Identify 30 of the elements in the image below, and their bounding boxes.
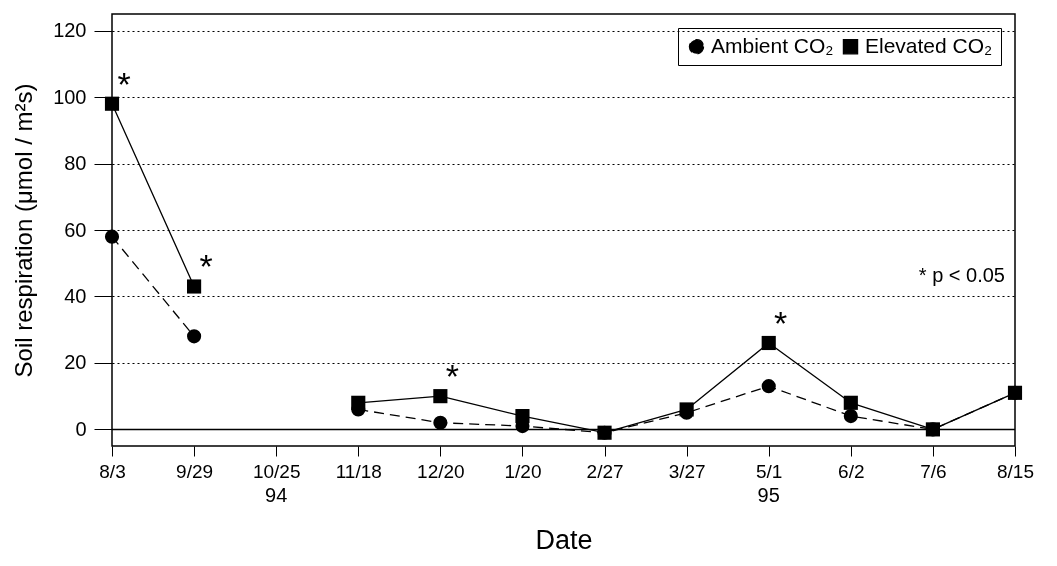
- x-tick-label: 8/15: [997, 460, 1034, 482]
- annotation: *: [199, 247, 213, 286]
- x-tick-label: 6/2: [838, 460, 865, 482]
- y-tick-label: 60: [64, 218, 87, 241]
- x-tick-label: 5/1: [756, 460, 783, 482]
- y-tick-label: 20: [64, 351, 87, 374]
- y-tick-label: 100: [53, 85, 87, 108]
- y-tick-label: 80: [64, 152, 87, 175]
- x-tick-label: 3/27: [668, 460, 706, 482]
- annotation: *: [774, 303, 788, 342]
- legend-label: Elevated CO₂: [865, 33, 993, 57]
- x-tick-label: 8/3: [99, 460, 126, 482]
- x-tick-label: 7/6: [920, 460, 947, 482]
- y-tick-label: 40: [64, 284, 87, 307]
- x-tick-label: 1/20: [504, 460, 542, 482]
- text: 95: [757, 484, 780, 506]
- annotation: *: [445, 357, 459, 396]
- x-tick-label: 12/20: [417, 460, 465, 482]
- x-tick-label: 2/27: [586, 460, 624, 482]
- y-tick-label: 0: [75, 417, 87, 440]
- y-tick-label: 120: [53, 19, 87, 42]
- text: 94: [265, 484, 288, 506]
- annotation: * p < 0.05: [918, 264, 1005, 286]
- x-tick-label: 9/29: [176, 460, 214, 482]
- y-axis-title: Soil respiration (μmol / m²s): [10, 83, 38, 378]
- x-tick-label: 11/18: [335, 460, 382, 482]
- x-axis-title: Date: [535, 524, 593, 555]
- x-tick-label: 10/25: [252, 460, 301, 482]
- annotation: *: [117, 64, 131, 103]
- legend-label: Ambient CO₂: [711, 33, 834, 57]
